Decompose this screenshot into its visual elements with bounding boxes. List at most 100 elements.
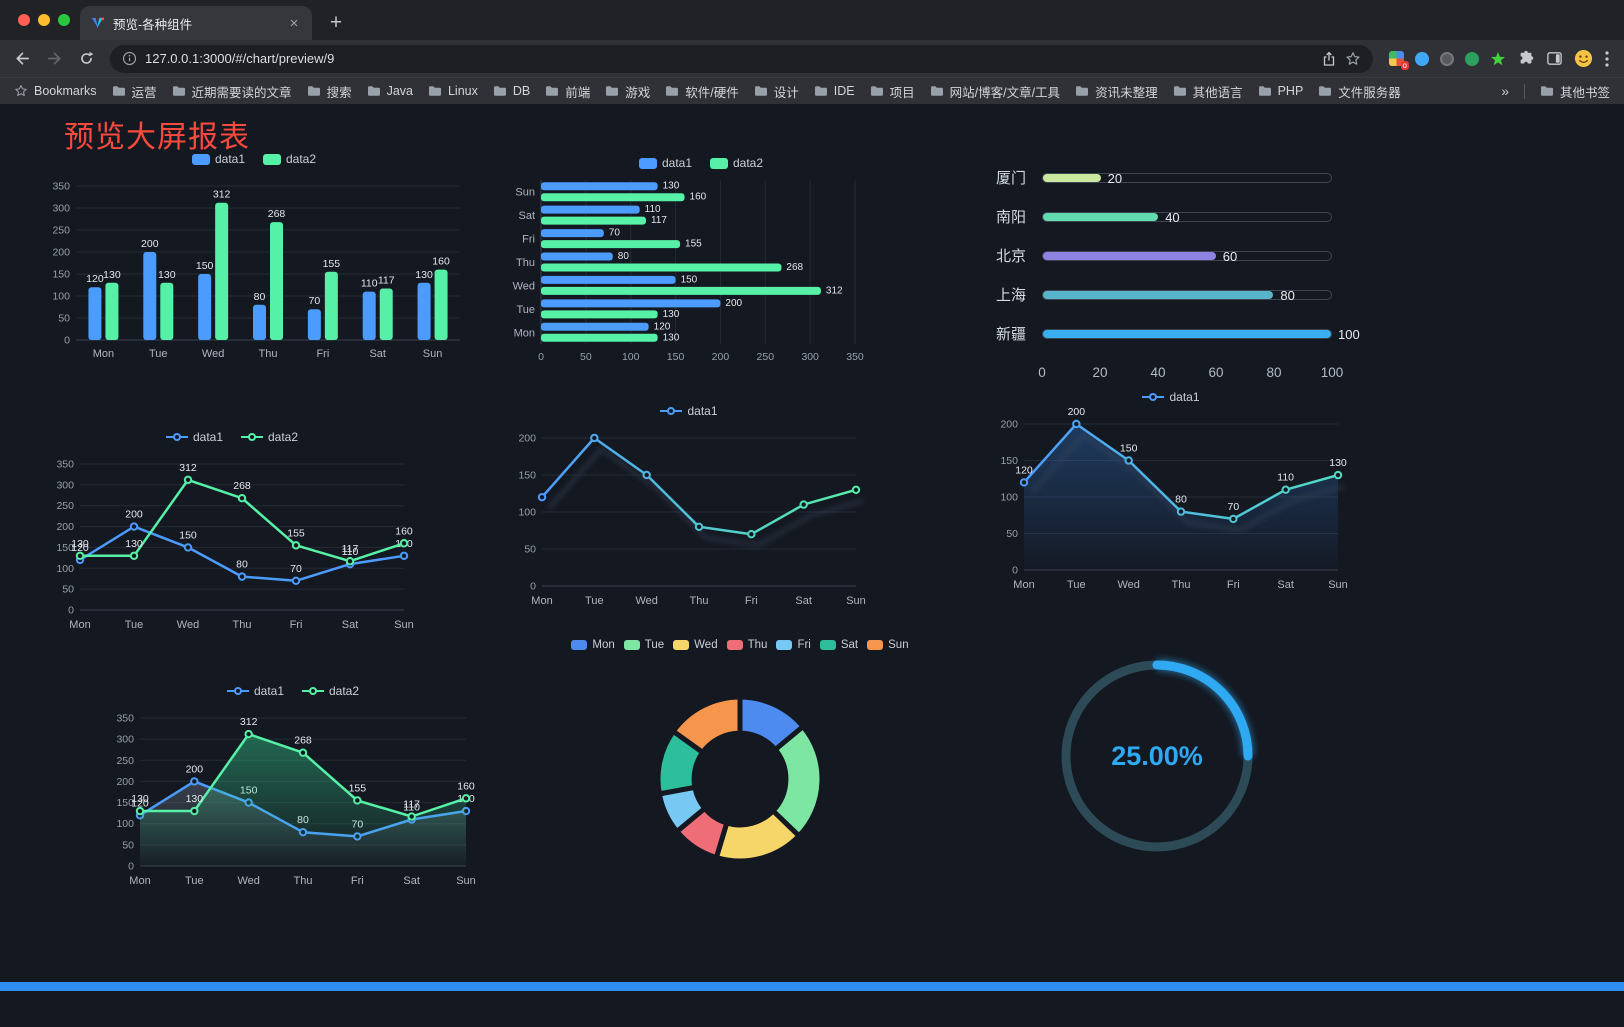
puzzle-icon[interactable] bbox=[1517, 50, 1535, 68]
legend-item[interactable]: Sat bbox=[819, 639, 858, 651]
axis-label: 350 bbox=[52, 181, 70, 193]
legend-item[interactable]: Thu bbox=[726, 639, 767, 651]
extension-icon[interactable] bbox=[1440, 51, 1454, 66]
share-icon[interactable] bbox=[1321, 51, 1337, 67]
bookmark-folder[interactable]: 运营 bbox=[112, 82, 157, 101]
reload-button[interactable] bbox=[72, 45, 100, 73]
browser-toolbar: 127.0.0.1:3000/#/chart/preview/9 o bbox=[0, 40, 1624, 77]
site-info-icon[interactable] bbox=[122, 51, 137, 66]
legend-item[interactable]: Fri bbox=[776, 639, 811, 651]
category-label: Sun bbox=[1328, 579, 1348, 591]
data-point bbox=[190, 806, 199, 816]
category-label: Sun bbox=[515, 187, 535, 199]
legend-item[interactable]: data2 bbox=[710, 156, 763, 170]
extension-badge: o bbox=[1400, 61, 1409, 70]
bar-horizontal-canvas: 0 50 100 150 200 250 300 350 120 200 150 80 70 110 130… bbox=[513, 180, 864, 363]
gauge-value: 25.00% bbox=[1111, 741, 1203, 771]
bookmark-folder[interactable]: 文件服务器 bbox=[1318, 82, 1401, 101]
minimize-window-button[interactable] bbox=[38, 14, 50, 26]
pie-slice bbox=[670, 694, 743, 755]
extension-icon[interactable] bbox=[1415, 51, 1429, 66]
extension-star-icon[interactable] bbox=[1490, 51, 1506, 67]
bookmark-folder[interactable]: Java bbox=[367, 84, 413, 98]
bookmark-folder[interactable]: 搜索 bbox=[307, 82, 352, 101]
extensions-area: o bbox=[1383, 49, 1616, 70]
bookmark-folder[interactable]: 软件/硬件 bbox=[665, 82, 739, 101]
value-label: 80 bbox=[1175, 494, 1187, 506]
bookmark-folder[interactable]: 设计 bbox=[754, 82, 799, 101]
bookmark-folder[interactable]: PHP bbox=[1258, 84, 1303, 98]
bookmark-folder[interactable]: 近期需要读的文章 bbox=[172, 82, 292, 101]
close-window-button[interactable] bbox=[18, 14, 30, 26]
legend-label: Fri bbox=[797, 639, 811, 651]
progress-row: 北京 60 bbox=[996, 236, 1368, 275]
value-label: 117 bbox=[403, 799, 420, 811]
bookmark-folder[interactable]: DB bbox=[493, 84, 530, 98]
url-text[interactable]: 127.0.0.1:3000/#/chart/preview/9 bbox=[145, 51, 335, 66]
folder-icon bbox=[930, 86, 943, 96]
legend-marker-icon bbox=[248, 433, 256, 441]
legend-item[interactable]: data2 bbox=[241, 430, 298, 444]
side-panel-icon[interactable] bbox=[1546, 50, 1563, 67]
profile-avatar[interactable] bbox=[1574, 49, 1593, 68]
category-label: Sat bbox=[369, 348, 386, 360]
legend-item[interactable]: data1 bbox=[638, 156, 692, 170]
bookmark-folder[interactable]: 前端 bbox=[545, 82, 590, 101]
value-label: 150 bbox=[179, 529, 197, 541]
bookmark-folder[interactable]: 网站/博客/文章/工具 bbox=[930, 82, 1060, 101]
progress-row: 新疆 100 bbox=[996, 314, 1368, 353]
bookmark-folder[interactable]: 资讯未整理 bbox=[1075, 82, 1158, 101]
legend-item[interactable]: data1 bbox=[165, 430, 223, 444]
data-point bbox=[851, 485, 861, 495]
legend-marker-icon bbox=[191, 153, 210, 165]
legend-item[interactable]: data1 bbox=[660, 404, 718, 418]
extension-icon[interactable]: o bbox=[1389, 51, 1409, 70]
bar bbox=[270, 222, 283, 340]
progress-label: 新疆 bbox=[996, 326, 1027, 343]
legend-item[interactable]: data1 bbox=[1142, 390, 1200, 404]
bookmark-folder[interactable]: 项目 bbox=[870, 82, 915, 101]
bookmark-folder[interactable]: 其他语言 bbox=[1173, 82, 1243, 101]
address-bar[interactable]: 127.0.0.1:3000/#/chart/preview/9 bbox=[110, 44, 1373, 73]
category-label: Thu bbox=[233, 619, 252, 631]
other-bookmarks[interactable]: 其他书签 bbox=[1540, 82, 1610, 101]
legend-item[interactable]: data1 bbox=[226, 684, 284, 698]
folder-icon bbox=[1173, 86, 1186, 96]
progress-track: 80 bbox=[1042, 288, 1332, 303]
legend-item[interactable]: Mon bbox=[571, 639, 615, 651]
browser-tab[interactable]: 预览-各种组件 × bbox=[80, 6, 312, 40]
browser-menu-icon[interactable] bbox=[1604, 50, 1610, 68]
back-button[interactable] bbox=[8, 45, 36, 73]
bookmarks-manager[interactable]: Bookmarks bbox=[14, 84, 97, 98]
progress-fill bbox=[1043, 251, 1216, 260]
bookmark-folder[interactable]: 游戏 bbox=[605, 82, 650, 101]
legend-item[interactable]: data2 bbox=[302, 684, 359, 698]
legend-item[interactable]: Tue bbox=[623, 639, 664, 651]
data-point bbox=[244, 729, 253, 739]
value-label: 130 bbox=[71, 538, 89, 550]
axis-label: 150 bbox=[1000, 455, 1018, 467]
legend-label: data1 bbox=[192, 430, 223, 444]
folder-icon bbox=[754, 86, 767, 96]
bookmark-folder-label: 软件/硬件 bbox=[685, 85, 739, 100]
tab-close-icon[interactable]: × bbox=[289, 14, 299, 32]
bookmarks-overflow-chevron[interactable]: » bbox=[1501, 83, 1509, 99]
extension-icon[interactable] bbox=[1465, 51, 1479, 66]
category-label: Tue bbox=[516, 304, 535, 316]
horizontal-bar-chart: data1 data2 0 50 100 150 200 250 300 350 120 200 150… bbox=[505, 152, 897, 370]
legend-item[interactable]: Wed bbox=[673, 639, 718, 651]
category-label: Tue bbox=[1067, 579, 1086, 591]
new-tab-button[interactable]: + bbox=[329, 11, 343, 34]
value-label: 130 bbox=[125, 538, 143, 550]
value-label: 120 bbox=[86, 273, 104, 285]
bookmark-folder[interactable]: Linux bbox=[428, 84, 478, 98]
bookmark-star-icon[interactable] bbox=[1345, 51, 1361, 67]
legend-item[interactable]: data2 bbox=[263, 152, 316, 166]
bookmark-folder[interactable]: IDE bbox=[814, 84, 855, 98]
zoom-window-button[interactable] bbox=[58, 14, 70, 26]
forward-button[interactable] bbox=[40, 45, 68, 73]
legend-item[interactable]: data1 bbox=[191, 152, 245, 166]
legend-marker-icon bbox=[263, 153, 281, 165]
legend-marker-icon bbox=[233, 687, 242, 695]
legend-item[interactable]: Sun bbox=[867, 639, 909, 651]
